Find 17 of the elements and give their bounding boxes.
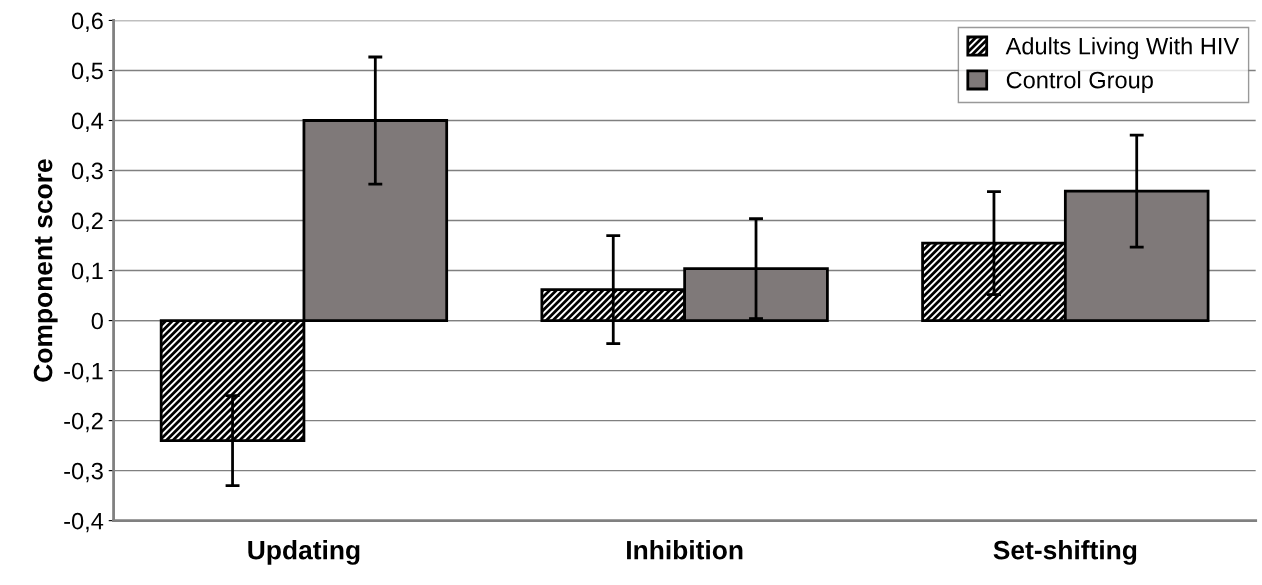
y-tick-label: 0,2 — [71, 212, 103, 233]
y-tick-label: -0,1 — [64, 362, 103, 383]
x-tick-label: Inhibition — [627, 540, 743, 560]
y-tick-label: -0,4 — [64, 512, 104, 533]
x-tick-label: Set-shifting — [993, 540, 1137, 565]
y-axis-title: Component score — [33, 159, 58, 382]
y-tick-label: -0,3 — [64, 462, 103, 483]
y-tick-label: 0,5 — [71, 62, 103, 83]
y-tick-label: 0,4 — [71, 112, 104, 133]
x-tick-label: Updating — [248, 540, 360, 565]
y-tick-label: 0,6 — [71, 12, 103, 33]
y-tick-label: 0 — [91, 312, 103, 330]
y-tick-label: 0,1 — [71, 262, 103, 283]
y-tick-label: 0,3 — [71, 162, 103, 183]
legend-label: Adults Living With HIV — [1005, 37, 1240, 60]
legend-label: Control Group — [1006, 71, 1153, 94]
y-tick-label: -0,2 — [64, 412, 103, 433]
